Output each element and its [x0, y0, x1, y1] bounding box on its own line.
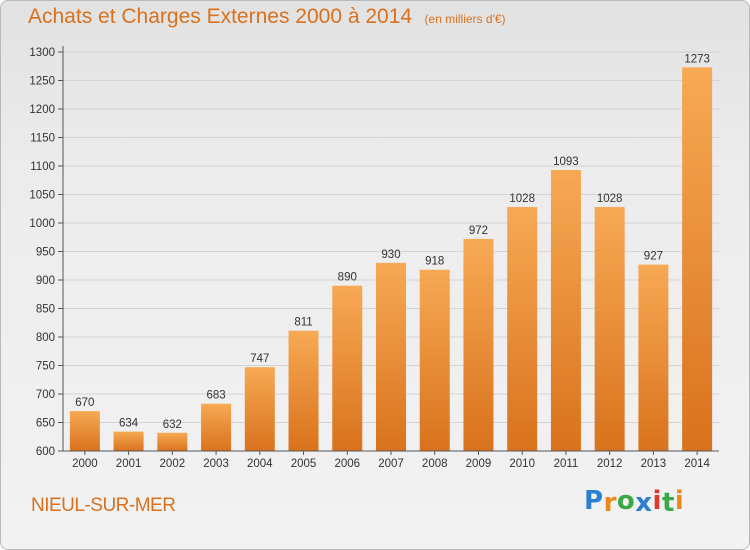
value-label-2001: 634 — [119, 418, 139, 430]
value-label-2013: 927 — [644, 251, 663, 263]
logo-letter: o — [616, 486, 636, 516]
x-tick-label-2011: 2011 — [554, 458, 579, 470]
y-tick-label: 1150 — [30, 133, 55, 145]
y-tick-label: 1100 — [30, 161, 55, 173]
proxiti-logo[interactable]: Proxiti — [584, 486, 685, 518]
value-label-2010: 1028 — [509, 193, 535, 205]
y-tick-label: 850 — [36, 304, 55, 316]
y-tick-label: 1250 — [29, 76, 55, 88]
logo-letter: x — [635, 488, 653, 518]
bar-2010 — [507, 207, 538, 451]
value-label-2014: 1273 — [684, 53, 710, 65]
y-tick-label: 1200 — [29, 104, 55, 116]
value-label-2012: 1028 — [597, 193, 623, 205]
y-tick-label: 900 — [36, 275, 55, 287]
value-label-2009: 972 — [469, 225, 488, 237]
chart-title: Achats et Charges Externes 2000 à 2014 — [28, 5, 413, 28]
bar-2013 — [638, 264, 669, 451]
x-tick-label-2003: 2003 — [203, 458, 229, 470]
labels: 670 634 632 683 747 811 890 930 918 972 1028 1093 10… — [75, 53, 710, 430]
logo-letter: t — [661, 488, 675, 518]
bar-2001 — [113, 431, 144, 451]
chart-unit: (en milliers d'€) — [424, 12, 506, 26]
commune-name: NIEUL-SUR-MER — [31, 495, 176, 516]
y-tick-label: 1300 — [29, 47, 55, 59]
bar-2000 — [69, 411, 100, 451]
x-tick-label-2000: 2000 — [72, 458, 98, 470]
value-label-2002: 632 — [163, 419, 182, 431]
bar-2005 — [288, 330, 319, 451]
bar-2002 — [157, 432, 188, 451]
logo-letter: i — [652, 486, 662, 516]
x-tick-label-2002: 2002 — [160, 458, 186, 470]
value-label-2003: 683 — [206, 390, 225, 402]
x-tick-label-2005: 2005 — [291, 458, 317, 470]
value-label-2006: 890 — [338, 272, 357, 284]
x-tick-label-2012: 2012 — [597, 458, 623, 470]
bar-2011 — [550, 169, 581, 452]
logo-letter: P — [584, 486, 604, 516]
x-tick-label-2008: 2008 — [422, 458, 448, 470]
value-label-2011: 1093 — [553, 156, 579, 168]
bar-2008 — [419, 269, 450, 451]
y-tick-label: 1050 — [29, 190, 55, 202]
x-tick-label-2007: 2007 — [378, 458, 404, 470]
bar-2014 — [682, 67, 713, 451]
x-tick-label-2010: 2010 — [509, 458, 535, 470]
logo-letter: r — [603, 488, 617, 518]
x-tick-label-2001: 2001 — [116, 458, 142, 470]
value-label-2000: 670 — [75, 397, 94, 409]
value-label-2008: 918 — [425, 256, 444, 268]
bar-2003 — [201, 403, 232, 451]
y-tick-label: 650 — [36, 418, 55, 430]
bar-2009 — [463, 238, 494, 451]
axes: 600 650 700 750 800 850 900 950 1000 1050 1100 1150… — [29, 46, 719, 470]
y-tick-label: 750 — [36, 361, 55, 373]
y-tick-label: 1000 — [29, 218, 55, 230]
chart-title-block: Achats et Charges Externes 2000 à 2014 (… — [28, 5, 506, 29]
value-label-2004: 747 — [250, 353, 269, 365]
x-tick-label-2013: 2013 — [641, 458, 667, 470]
y-tick-label: 700 — [36, 389, 55, 401]
logo-letter: i — [674, 486, 685, 516]
bar-2012 — [594, 207, 625, 451]
y-tick-label: 950 — [36, 247, 55, 259]
bar-2007 — [376, 262, 406, 451]
x-tick-label-2014: 2014 — [684, 458, 710, 470]
x-tick-label-2006: 2006 — [334, 458, 360, 470]
y-tick-label: 600 — [36, 446, 55, 458]
y-tick-label: 800 — [36, 332, 55, 344]
bars — [69, 67, 713, 452]
bar-2006 — [332, 285, 363, 451]
bar-2004 — [244, 367, 275, 451]
value-label-2005: 811 — [294, 317, 312, 329]
x-tick-label-2009: 2009 — [466, 458, 492, 470]
value-label-2007: 930 — [381, 249, 400, 261]
x-tick-label-2004: 2004 — [247, 458, 273, 470]
